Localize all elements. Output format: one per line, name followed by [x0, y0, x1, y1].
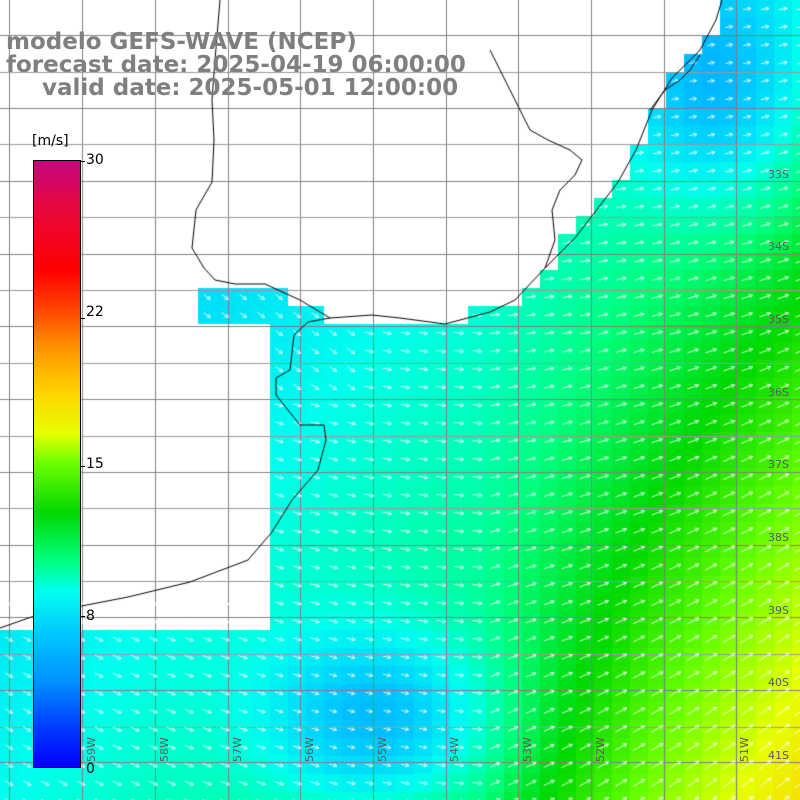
colorbar-tickmark: [80, 318, 85, 319]
title-model: modelo GEFS-WAVE (NCEP): [6, 29, 357, 55]
colorbar-tick-22: 22: [86, 304, 104, 320]
lon-label: 53W: [521, 737, 534, 762]
lat-label: 41S: [768, 749, 789, 762]
lat-label: 36S: [768, 386, 789, 399]
lon-label: 57W: [231, 737, 244, 762]
lat-label: 33S: [768, 168, 789, 181]
title-forecast-date: forecast date: 2025-04-19 06:00:00: [6, 52, 466, 78]
lon-label: 58W: [158, 737, 171, 762]
colorbar-tick-0: 0: [86, 761, 95, 777]
lon-label: 56W: [303, 737, 316, 762]
lat-label: 39S: [768, 604, 789, 617]
colorbar-tick-8: 8: [86, 608, 95, 624]
title-valid-date: valid date: 2025-05-01 12:00:00: [42, 75, 459, 101]
lat-label: 38S: [768, 531, 789, 544]
lon-label: 52W: [594, 737, 607, 762]
lat-label: 37S: [768, 458, 789, 471]
lat-label: 34S: [768, 240, 789, 253]
lon-label: 59W: [85, 737, 98, 762]
lon-label: 54W: [448, 737, 461, 762]
lon-label: 55W: [376, 737, 389, 762]
lon-label: 51W: [738, 737, 751, 762]
lat-label: 35S: [768, 313, 789, 326]
colorbar-tick-30: 30: [86, 152, 104, 168]
lat-label: 40S: [768, 676, 789, 689]
colorbar-tickmark: [80, 466, 85, 467]
colorbar: [33, 160, 81, 768]
colorbar-tickmark: [80, 161, 85, 162]
colorbar-unit: [m/s]: [32, 133, 69, 149]
colorbar-tick-15: 15: [86, 456, 104, 472]
colorbar-tickmark: [80, 616, 85, 617]
